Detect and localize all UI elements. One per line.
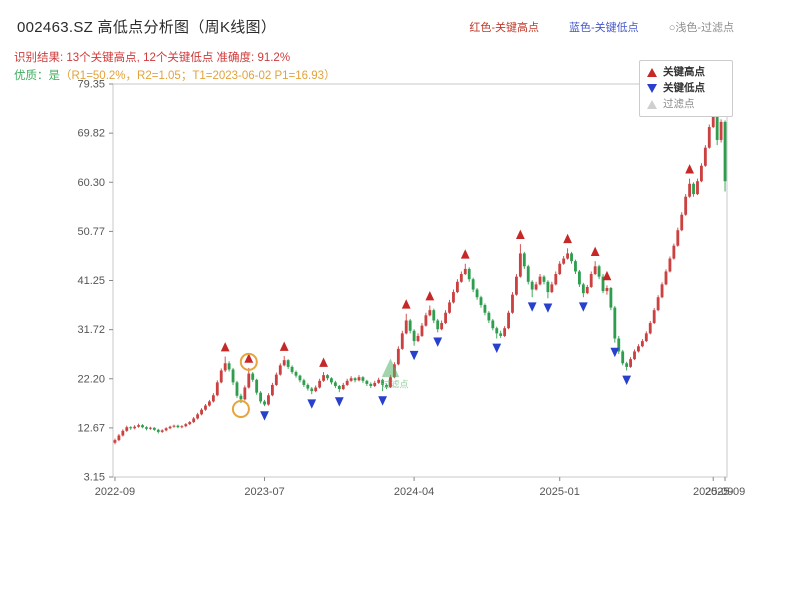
svg-text:2022-09: 2022-09 — [95, 486, 135, 498]
svg-text:2023-07: 2023-07 — [244, 486, 284, 498]
svg-text:12.67: 12.67 — [77, 422, 105, 434]
svg-text:过滤点: 过滤点 — [381, 378, 408, 389]
light-triangle-icon — [647, 100, 657, 109]
legend-item-label: 关键低点 — [663, 82, 705, 94]
legend-item-key-low: 关键低点 — [647, 83, 725, 94]
svg-text:69.82: 69.82 — [77, 128, 105, 140]
svg-text:22.20: 22.20 — [77, 373, 105, 385]
svg-text:79.35: 79.35 — [77, 79, 105, 91]
top-legend: 红色-关键高点 蓝色-关键低点 ○浅色-过滤点 — [469, 19, 734, 35]
down-triangle-icon — [647, 84, 657, 93]
svg-text:2025-01: 2025-01 — [540, 486, 580, 498]
svg-text:2024-04: 2024-04 — [394, 486, 434, 498]
svg-text:31.72: 31.72 — [77, 324, 105, 336]
legend-item-label: 关键高点 — [663, 66, 705, 78]
legend-key-low-label: 蓝色-关键低点 — [569, 22, 639, 34]
legend-filter-label: ○浅色-过滤点 — [668, 22, 734, 34]
svg-text:41.25: 41.25 — [77, 275, 105, 287]
recognition-result-text: 识别结果: 13个关键高点, 12个关键低点 准确度: 91.2% — [14, 52, 291, 64]
page-title: 002463.SZ 高低点分析图（周K线图） — [17, 19, 277, 36]
legend-item-label: 过滤点 — [663, 98, 695, 110]
svg-text:60.30: 60.30 — [77, 177, 105, 189]
legend-item-filter: 过滤点 — [647, 99, 725, 110]
up-triangle-icon — [647, 68, 657, 77]
legend-key-high-label: 红色-关键高点 — [469, 22, 540, 34]
quality-flag-text: 优质：是 — [14, 70, 60, 82]
svg-text:50.77: 50.77 — [77, 226, 105, 238]
svg-text:2025-09: 2025-09 — [705, 486, 745, 498]
legend-box: 关键高点 关键低点 过滤点 — [639, 60, 733, 117]
quality-detail-text: （R1=50.2%，R2=1.05；T1=2023-06-02 P1=16.93… — [60, 70, 336, 82]
svg-text:3.15: 3.15 — [84, 472, 105, 484]
svg-text:2025-09: 2025-09 — [693, 486, 733, 498]
legend-item-key-high: 关键高点 — [647, 67, 725, 78]
quality-line: 优质：是（R1=50.2%，R2=1.05；T1=2023-06-02 P1=1… — [14, 67, 336, 83]
